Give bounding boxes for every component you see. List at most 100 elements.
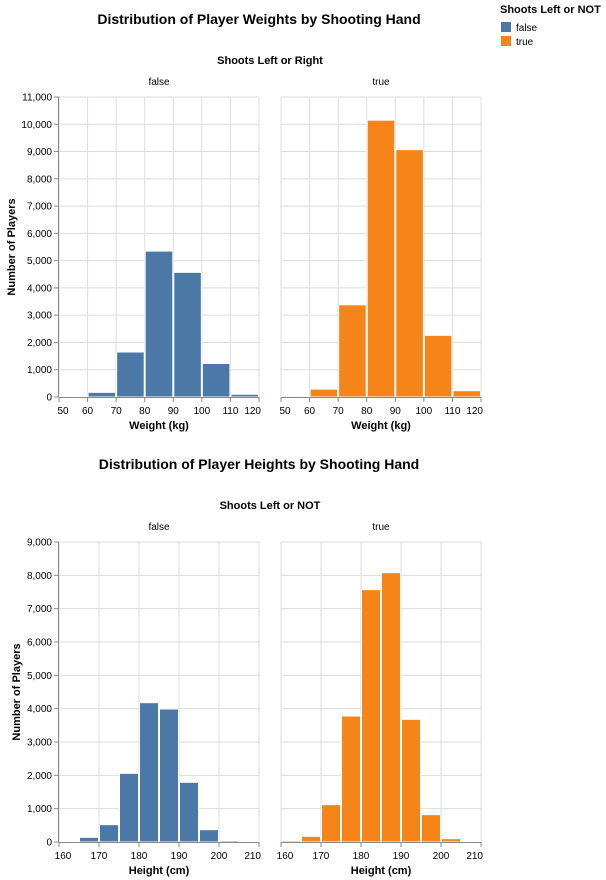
y-tick-label: 10,000 <box>21 120 52 131</box>
y-tick-label: 8,000 <box>27 571 52 582</box>
x-tick-label: 60 <box>304 406 316 417</box>
y-tick-label: 2,000 <box>27 338 52 349</box>
panel-true: true 50 60 70 80 90 100 110 120 Weight (kg) <box>279 77 483 432</box>
y-tick-label: 1,000 <box>27 804 52 815</box>
x-tick-label: 50 <box>279 406 291 417</box>
histogram-bar <box>338 304 367 398</box>
chart-title: Distribution of Player Heights by Shooti… <box>99 456 419 472</box>
x-tick-label: 110 <box>444 406 460 417</box>
x-tick-label: 170 <box>313 851 330 862</box>
legend: Shoots Left or NOT false true <box>500 4 601 48</box>
y-tick-label: 8,000 <box>27 174 52 185</box>
y-tick-label: 6,000 <box>27 638 52 649</box>
legend-swatch <box>501 36 511 46</box>
chart-1: Distribution of Player Heights by Shooti… <box>11 456 483 877</box>
x-axis-title: Weight (kg) <box>129 420 189 432</box>
histogram-bar <box>401 718 421 843</box>
histogram-bar <box>341 715 361 843</box>
histogram-bar <box>159 708 179 843</box>
y-tick-label: 2,000 <box>27 771 52 782</box>
legend-swatch <box>501 22 511 32</box>
x-tick-label: 80 <box>139 406 151 417</box>
x-tick-label: 110 <box>222 406 238 417</box>
x-axis-title: Height (cm) <box>129 865 190 877</box>
x-tick-label: 70 <box>333 406 345 417</box>
histogram-bar <box>116 351 145 398</box>
x-tick-label: 90 <box>390 406 402 417</box>
x-tick-label: 160 <box>277 851 294 862</box>
histogram-bar <box>361 589 381 843</box>
x-tick-label: 210 <box>244 851 261 862</box>
x-tick-label: 90 <box>168 406 180 417</box>
facet-label: true <box>372 522 390 533</box>
facet-label: false <box>148 77 170 88</box>
histogram-bar <box>179 781 199 843</box>
y-axis-title: Number of Players <box>6 198 18 295</box>
histogram-bar <box>199 829 219 843</box>
x-tick-label: 200 <box>211 851 228 862</box>
legend-label: false <box>516 23 538 34</box>
x-tick-label: 60 <box>82 406 94 417</box>
legend-title: Shoots Left or NOT <box>500 4 601 16</box>
y-tick-label: 7,000 <box>27 604 52 615</box>
y-tick-label: 11,000 <box>22 93 52 104</box>
histogram-bar <box>421 814 441 843</box>
histogram-bar <box>452 390 481 398</box>
y-tick-label: 4,000 <box>27 283 52 294</box>
y-tick-label: 5,000 <box>27 256 52 267</box>
x-tick-label: 160 <box>55 851 72 862</box>
y-tick-label: 9,000 <box>27 147 52 158</box>
x-tick-label: 190 <box>393 851 410 862</box>
x-axis-title: Height (cm) <box>351 865 412 877</box>
histogram-bar <box>119 772 139 843</box>
panel-false: false 160 170 180 190 200 210 Height (cm) 0 1,000… <box>27 522 261 877</box>
facet-title: Shoots Left or NOT <box>220 500 321 512</box>
y-axis-title: Number of Players <box>11 643 23 740</box>
histogram-bar <box>301 835 321 843</box>
histogram-bar <box>461 840 481 843</box>
facet-title: Shoots Left or Right <box>217 55 323 67</box>
histogram-bar <box>219 840 239 843</box>
histogram-bar <box>395 149 424 398</box>
x-axis-title: Weight (kg) <box>351 420 411 432</box>
x-tick-label: 100 <box>194 406 211 417</box>
facet-label: false <box>148 522 170 533</box>
x-tick-label: 170 <box>91 851 108 862</box>
histogram-bar <box>281 395 310 398</box>
y-tick-label: 9,000 <box>27 538 52 549</box>
panel-false: false 50 60 70 80 90 100 110 120 Weight (kg) 0 1,00… <box>21 77 261 432</box>
y-tick-label: 3,000 <box>27 738 52 749</box>
x-tick-label: 100 <box>416 406 433 417</box>
y-tick-label: 5,000 <box>27 671 52 682</box>
y-tick-label: 1,000 <box>27 365 52 376</box>
histogram-bar <box>309 388 339 398</box>
x-tick-label: 210 <box>466 851 483 862</box>
histogram-bar <box>381 572 401 843</box>
histogram-bar <box>423 334 453 398</box>
facet-label: true <box>372 77 390 88</box>
y-tick-label: 0 <box>46 393 52 404</box>
y-tick-label: 4,000 <box>27 704 52 715</box>
x-tick-label: 180 <box>131 851 148 862</box>
histogram-bar <box>144 250 174 398</box>
histogram-bar <box>173 271 202 398</box>
y-tick-label: 0 <box>46 838 52 849</box>
histogram-bar <box>281 840 301 843</box>
panel-true: true 160 170 180 190 200 210 Height (cm) <box>277 522 484 877</box>
histogram-bar <box>366 119 396 398</box>
y-tick-label: 3,000 <box>27 311 52 322</box>
histogram-bar <box>59 395 88 398</box>
x-tick-label: 120 <box>244 406 261 417</box>
x-tick-label: 180 <box>353 851 370 862</box>
y-tick-label: 7,000 <box>27 202 52 213</box>
x-tick-label: 80 <box>361 406 373 417</box>
histogram-bar <box>201 362 231 398</box>
histogram-bar <box>230 393 260 398</box>
x-tick-label: 200 <box>433 851 450 862</box>
histogram-bar <box>79 836 99 843</box>
legend-label: true <box>516 37 534 48</box>
histogram-bar <box>441 838 461 843</box>
histogram-bar <box>139 702 159 843</box>
x-tick-label: 190 <box>171 851 188 862</box>
